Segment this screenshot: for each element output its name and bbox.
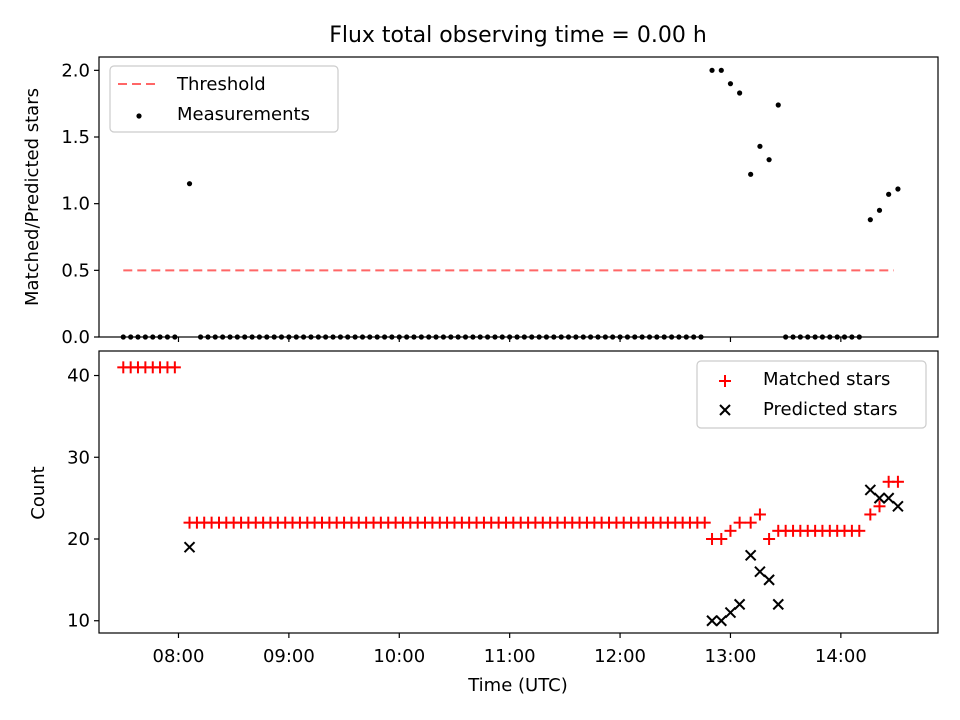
measurement-point [775, 102, 781, 108]
predicted-star-point [715, 615, 728, 627]
matched-star-point [698, 516, 711, 529]
bottom-x-tick-label: 11:00 [484, 646, 536, 667]
bottom-legend: Matched stars Predicted stars [696, 360, 927, 429]
top-axes-frame [98, 56, 939, 338]
predicted-star-point [733, 598, 746, 611]
measurement-point [727, 81, 734, 87]
measurement-point [766, 157, 772, 163]
predicted-star-point [754, 565, 766, 578]
bottom-y-axis-label: Count [28, 466, 49, 519]
matched-star-point [733, 516, 746, 529]
bottom-y-tick-label: 40 [67, 366, 90, 387]
predicted-star-point [744, 549, 757, 562]
matched-star-point [873, 500, 886, 513]
measurement-point [876, 207, 883, 213]
measurement-point [867, 217, 873, 223]
legend-measurements-swatch [136, 113, 142, 119]
matched-star-point [724, 524, 737, 537]
legend-measurements-label: Measurements [177, 104, 310, 125]
measurement-point [709, 67, 715, 73]
bottom-x-tick-label: 08:00 [153, 646, 205, 667]
top-y-tick-label: 1.0 [61, 194, 90, 215]
predicted-star-point [763, 574, 775, 586]
top-panel: 0.0 0.5 1.0 1.5 2.0 [61, 56, 939, 348]
predicted-star-point [882, 492, 895, 504]
predicted-star-point [724, 606, 737, 619]
matched-star-point [744, 516, 757, 529]
predicted-star-point [864, 484, 877, 496]
bottom-y-tick-label: 10 [67, 611, 90, 632]
measurement-point [748, 171, 754, 177]
measurement-point [757, 143, 763, 149]
matched-star-point [168, 361, 181, 374]
top-y-tick-label: 0.5 [61, 260, 90, 281]
predicted-star-point [892, 500, 904, 513]
top-y-axis-label: Matched/Predicted stars [22, 88, 43, 306]
matched-star-point [864, 508, 877, 521]
matched-star-point [891, 475, 904, 488]
legend-matched-swatch [719, 375, 731, 387]
matched-star-point [853, 524, 866, 537]
bottom-y-tick-label: 30 [67, 447, 90, 468]
x-axis-label: Time (UTC) [467, 675, 568, 696]
bottom-x-tick-label: 09:00 [263, 646, 315, 667]
top-y-tick-label: 2.0 [61, 60, 90, 81]
bottom-panel: 10 20 30 40 08:00 09:00 10:00 11:00 12:00 13:00 14… [67, 350, 939, 667]
predicted-star-point [772, 598, 784, 611]
legend-matched-label: Matched stars [763, 369, 890, 390]
measurement-point [718, 67, 724, 73]
matched-star-point [715, 533, 728, 545]
predicted-star-point [183, 541, 196, 553]
measurement-point [895, 186, 901, 192]
top-legend-box [109, 65, 339, 133]
bottom-axes-frame [98, 350, 939, 634]
legend-predicted-swatch [719, 404, 731, 416]
bottom-y-tick-label: 20 [67, 529, 90, 550]
top-y-tick-label: 1.5 [61, 127, 90, 148]
measurement-point [186, 181, 193, 187]
matched-star-point [763, 533, 776, 545]
top-y-tick-label: 0.0 [61, 327, 90, 348]
bottom-x-tick-label: 12:00 [594, 646, 646, 667]
predicted-star-point [706, 615, 718, 627]
measurement-point [886, 191, 892, 197]
bottom-legend-box [696, 360, 927, 429]
legend-threshold-label: Threshold [176, 74, 266, 95]
top-legend: Threshold Measurements [109, 65, 339, 133]
legend-predicted-label: Predicted stars [763, 399, 897, 420]
bottom-x-tick-label: 13:00 [705, 646, 757, 667]
predicted-star-point [873, 492, 886, 504]
matched-star-point [753, 508, 766, 521]
measurement-point [737, 90, 743, 96]
bottom-x-tick-label: 10:00 [373, 646, 425, 667]
bottom-x-tick-label: 14:00 [815, 646, 867, 667]
chart-title: Flux total observing time = 0.00 h [329, 23, 707, 48]
